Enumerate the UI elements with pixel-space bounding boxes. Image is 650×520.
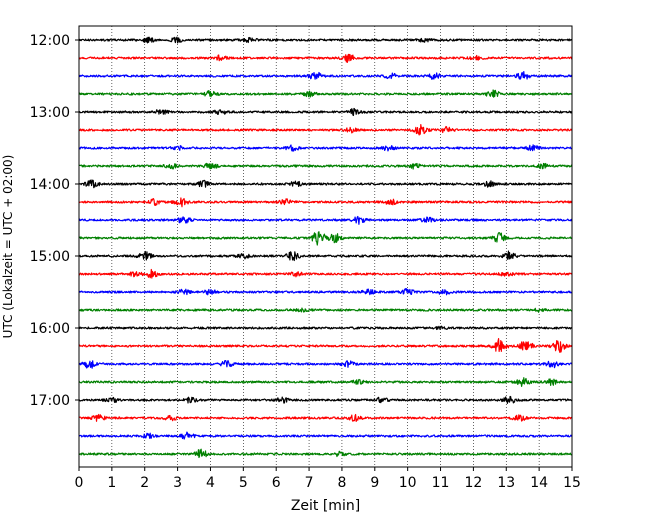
trace-row-12 [78,250,573,262]
y-tick-label-8: 14:00 [30,177,70,193]
y-tick-label-20: 17:00 [30,393,70,409]
x-tick-label-6: 6 [272,475,281,491]
trace-row-0 [78,36,573,44]
trace-row-8 [78,179,573,189]
trace-row-10 [78,215,573,225]
trace-row-15 [78,307,573,313]
trace-row-4 [78,107,573,117]
trace-row-14 [78,288,573,296]
x-tick-label-13: 13 [497,475,515,491]
trace-row-7 [78,162,573,170]
trace-row-16 [78,325,573,331]
x-tick-label-11: 11 [432,475,450,491]
x-tick-label-5: 5 [239,475,248,491]
y-tick-label-4: 13:00 [30,105,70,121]
y-axis-title: UTC (Lokalzeit = UTC + 02:00) [1,155,15,339]
x-tick-label-3: 3 [173,475,182,491]
x-tick-label-10: 10 [399,475,417,491]
trace-row-18 [78,359,573,369]
y-tick-label-0: 12:00 [30,33,70,49]
x-tick-label-12: 12 [464,475,482,491]
x-tick-label-9: 9 [370,475,379,491]
x-tick-label-2: 2 [140,475,149,491]
trace-row-22 [78,431,573,440]
trace-row-19 [78,377,573,387]
trace-row-3 [78,89,573,98]
y-tick-label-12: 15:00 [30,249,70,265]
plot-background [79,26,572,467]
x-tick-label-15: 15 [563,475,581,491]
x-tick-label-14: 14 [530,475,548,491]
trace-row-11 [78,231,573,246]
y-axis: 12:00 13:00 14:00 15:00 16:00 17:00 [30,33,79,409]
x-axis-title: Zeit [min] [291,498,360,514]
x-tick-label-4: 4 [206,475,215,491]
trace-row-2 [78,70,573,80]
y-tick-label-16: 16:00 [30,321,70,337]
trace-row-5 [78,124,573,136]
x-axis: 0 1 2 3 4 5 6 7 8 9 10 11 12 13 14 15 [75,467,581,491]
trace-row-17 [78,338,573,353]
trace-row-23 [78,448,573,459]
traces [78,36,573,459]
trace-row-20 [78,395,573,404]
trace-row-9 [78,197,573,208]
trace-row-13 [78,268,573,279]
trace-row-6 [78,144,573,152]
x-tick-label-7: 7 [305,475,314,491]
x-tick-label-8: 8 [337,475,346,491]
trace-row-21 [78,413,573,423]
trace-row-1 [78,53,573,63]
axes-frame [78,25,573,468]
x-tick-label-1: 1 [107,475,116,491]
x-tick-label-0: 0 [75,475,84,491]
